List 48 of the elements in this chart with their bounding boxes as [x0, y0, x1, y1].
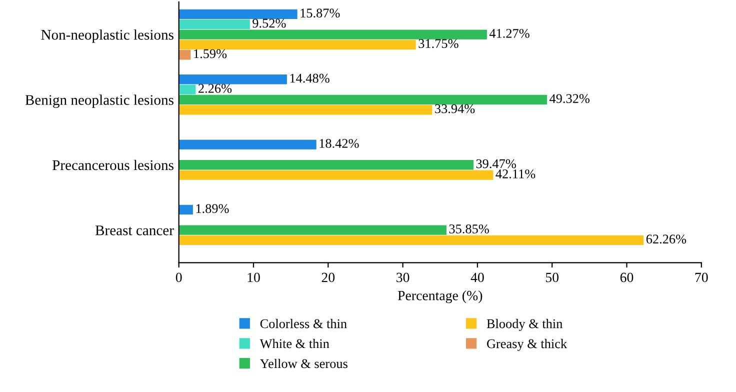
data-label: 39.47%: [476, 159, 516, 168]
bar: [178, 235, 644, 246]
bar: [178, 105, 432, 115]
x-tick-label: 50: [546, 272, 559, 282]
y-tick-label: Benign neoplastic lesions: [25, 94, 174, 108]
legend-label: Yellow & serous: [260, 358, 348, 368]
x-tick-label: 60: [620, 272, 634, 282]
data-label: 9.52%: [252, 18, 286, 28]
x-axis-title: Percentage (%): [398, 290, 482, 304]
bar: [178, 74, 287, 84]
bar: [178, 94, 548, 105]
x-tick-label: 20: [322, 272, 335, 282]
bar: [178, 160, 474, 170]
legend-label: White & thin: [260, 338, 330, 348]
data-label: 33.94%: [435, 104, 475, 114]
bar: [178, 20, 250, 30]
y-tick-label: Non-neoplastic lesions: [41, 29, 174, 43]
data-label: 62.26%: [646, 234, 686, 244]
bar: [178, 40, 416, 50]
x-tick-label: 40: [470, 272, 484, 282]
bar: [178, 50, 191, 60]
x-tick-label: 0: [176, 272, 182, 282]
bar: [178, 225, 446, 235]
data-label: 14.48%: [290, 74, 330, 83]
data-label: 18.42%: [320, 138, 359, 148]
bar: [178, 84, 196, 94]
bar: [178, 30, 487, 40]
data-label: 1.89%: [196, 204, 229, 214]
legend-label: Greasy & thick: [487, 338, 568, 351]
x-tick-label: 10: [248, 272, 260, 282]
data-label: 41.27%: [489, 28, 530, 38]
bar: [178, 204, 193, 215]
y-tick-label: Precancerous lesions: [52, 160, 174, 170]
y-tick-label: Breast cancer: [95, 226, 174, 236]
legend-label: Colorless & thin: [260, 318, 347, 328]
bar: [178, 9, 298, 20]
data-label: 35.85%: [449, 224, 489, 234]
data-label: 49.32%: [550, 94, 590, 104]
data-label: 15.87%: [300, 8, 340, 18]
data-label: 2.26%: [198, 84, 232, 93]
bar: [178, 170, 494, 180]
legend-label: Bloody & thin: [486, 318, 562, 331]
bar: [178, 140, 316, 150]
data-label: 31.75%: [418, 39, 458, 48]
x-tick-label: 70: [695, 272, 708, 282]
x-tick-label: 30: [396, 272, 410, 282]
data-label: 1.59%: [194, 49, 227, 58]
data-label: 42.11%: [496, 169, 536, 178]
